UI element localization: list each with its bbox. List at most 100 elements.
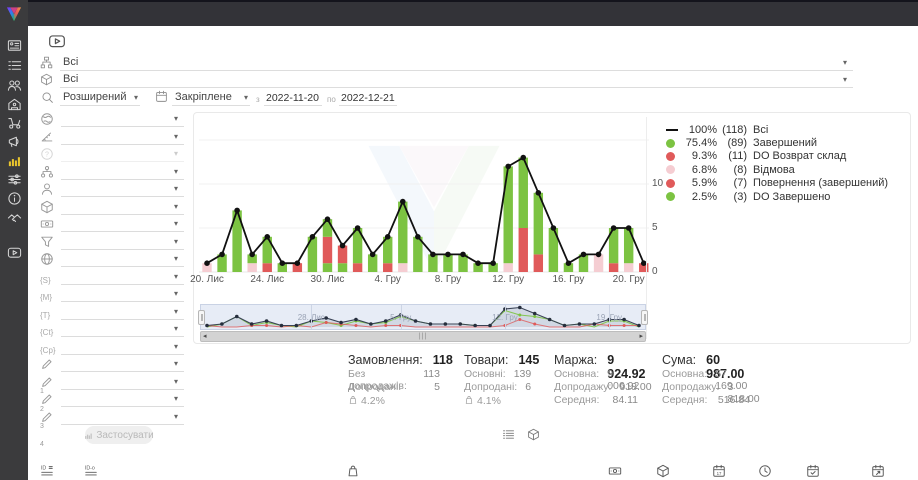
- filter-select[interactable]: ▾: [61, 234, 184, 250]
- legend-percent: 100%: [688, 123, 717, 136]
- chevron-down-icon[interactable]: ▾: [842, 58, 847, 67]
- stat-subrow: Допродажу: 3 818.00: [662, 381, 760, 405]
- chevron-down-icon[interactable]: ▾: [173, 166, 178, 176]
- project-filter-select[interactable]: Всі ▾: [60, 54, 853, 71]
- scrollbar-grip[interactable]: |||: [418, 333, 428, 340]
- filter-select[interactable]: ▾: [61, 111, 184, 127]
- money-icon[interactable]: [608, 464, 622, 480]
- filter-row-question: ? ▾: [38, 146, 186, 163]
- chevron-down-icon[interactable]: ▾: [173, 131, 178, 141]
- info-circle-icon[interactable]: [7, 191, 22, 206]
- brace-icon: {S}: [40, 275, 51, 285]
- chevron-down-icon[interactable]: ▾: [173, 114, 178, 123]
- scooter-cart-icon[interactable]: [7, 115, 22, 130]
- upsell-rate: 4.2%: [348, 394, 440, 408]
- filter-select[interactable]: ▾: [61, 129, 184, 145]
- filter-select[interactable]: ▾: [61, 391, 184, 407]
- legend-item[interactable]: 100% (118) Всі: [666, 123, 888, 136]
- chart-scrollbar[interactable]: ◂ ||| ▸: [200, 331, 646, 342]
- scroll-left-icon[interactable]: ◂: [203, 333, 207, 340]
- chevron-down-icon[interactable]: ▾: [173, 394, 178, 403]
- apply-button[interactable]: Застосувати: [85, 426, 154, 444]
- chevron-down-icon[interactable]: ▾: [173, 219, 178, 228]
- chevron-down-icon[interactable]: ▾: [173, 306, 178, 316]
- chevron-down-icon[interactable]: ▾: [173, 201, 178, 211]
- building-icon[interactable]: [7, 97, 22, 112]
- id-o-icon[interactable]: ID-o: [84, 464, 98, 480]
- chart-navigator[interactable]: 28. Лис 5. Гру 12. Гру 19. Гру: [198, 304, 648, 330]
- legend-percent: 75.4%: [685, 137, 717, 150]
- filter-select[interactable]: ▾: [61, 216, 184, 232]
- chevron-down-icon[interactable]: ▾: [173, 411, 178, 421]
- filter-select[interactable]: ▾: [61, 286, 184, 302]
- two-users-icon[interactable]: [7, 78, 22, 93]
- legend-item[interactable]: 5.9% (7) Повернення (завершений): [666, 177, 888, 190]
- orders-list-view-icon[interactable]: [502, 428, 515, 446]
- calendar-icon: [155, 90, 168, 103]
- filter-select[interactable]: ▾: [61, 339, 184, 355]
- filter-select[interactable]: ▾: [61, 251, 184, 267]
- play-video-icon[interactable]: [7, 245, 22, 260]
- chevron-down-icon[interactable]: ▾: [173, 184, 178, 193]
- legend-item[interactable]: 75.4% (89) Завершений: [666, 136, 888, 149]
- filter-select[interactable]: ▾: [61, 374, 184, 390]
- filter-select[interactable]: ▾: [61, 164, 184, 180]
- chevron-down-icon[interactable]: ▾: [173, 376, 178, 386]
- products-view-icon[interactable]: [527, 428, 540, 446]
- product-filter-select[interactable]: Всі ▾: [60, 71, 853, 88]
- search-mode-select[interactable]: Розширений ▾: [60, 89, 140, 106]
- chevron-down-icon[interactable]: ▾: [173, 254, 178, 263]
- bag-icon[interactable]: [346, 464, 360, 480]
- dot-marker: [666, 138, 681, 148]
- navigator-gridline: [311, 305, 313, 329]
- legend-item[interactable]: 9.3% (11) DO Возврат склад: [666, 150, 888, 163]
- sliders-icon[interactable]: [7, 172, 22, 187]
- chevron-down-icon[interactable]: ▾: [243, 93, 248, 102]
- filter-select[interactable]: ▾: [61, 356, 184, 372]
- navigator-right-handle[interactable]: [641, 310, 648, 325]
- chevron-down-icon[interactable]: ▾: [173, 359, 178, 368]
- legend-item[interactable]: 6.8% (8) Відмова: [666, 163, 888, 176]
- legend-label: Всі: [753, 123, 769, 136]
- calendar-export-icon[interactable]: [871, 464, 885, 480]
- chevron-down-icon[interactable]: ▾: [173, 236, 178, 246]
- date-from-value: 2022-11-20: [266, 92, 319, 104]
- video-help-icon[interactable]: [48, 32, 66, 48]
- id-equals-icon[interactable]: ID: [40, 464, 54, 480]
- filter-row-ruler: ▾: [38, 129, 186, 146]
- filter-row-m: {M} ▾: [38, 286, 186, 303]
- filter-select[interactable]: ▾: [61, 409, 184, 425]
- megaphone-icon[interactable]: [7, 134, 22, 149]
- clock-icon[interactable]: [758, 464, 772, 480]
- box-icon[interactable]: [656, 464, 670, 480]
- chevron-down-icon[interactable]: ▾: [173, 341, 178, 351]
- chevron-down-icon[interactable]: ▾: [173, 324, 178, 333]
- sitemap-icon: [40, 56, 53, 69]
- date-from-input[interactable]: 2022-11-20: [264, 89, 322, 106]
- svg-text:?: ?: [45, 151, 49, 158]
- navigator-left-handle[interactable]: [198, 310, 205, 325]
- handshake-icon[interactable]: [7, 210, 22, 225]
- calendar-date-icon[interactable]: 17: [712, 464, 726, 480]
- chevron-down-icon[interactable]: ▾: [173, 271, 178, 281]
- globe-icon: [40, 112, 54, 126]
- date-to-input[interactable]: 2022-12-21: [339, 89, 397, 106]
- filter-select[interactable]: ▾: [61, 269, 184, 285]
- chevron-down-icon[interactable]: ▾: [133, 93, 138, 102]
- legend-percent: 6.8%: [691, 163, 717, 176]
- stat-subrow: Допродані: 5: [348, 381, 440, 393]
- scroll-right-icon[interactable]: ▸: [639, 333, 643, 340]
- app-logo-icon[interactable]: [4, 4, 24, 24]
- chevron-down-icon[interactable]: ▾: [173, 289, 178, 298]
- filter-select[interactable]: ▾: [61, 181, 184, 197]
- filter-select[interactable]: ▾: [61, 199, 184, 215]
- period-select[interactable]: Закріплене ▾: [172, 89, 250, 106]
- list-icon[interactable]: [7, 58, 22, 73]
- calendar-check-icon[interactable]: [806, 464, 820, 480]
- bar-chart-icon[interactable]: [7, 153, 22, 168]
- filter-select[interactable]: ▾: [61, 304, 184, 320]
- chevron-down-icon[interactable]: ▾: [842, 75, 847, 84]
- card-image-icon[interactable]: [7, 38, 22, 53]
- legend-item[interactable]: 2.5% (3) DO Завершено: [666, 190, 888, 203]
- filter-select[interactable]: ▾: [61, 321, 184, 337]
